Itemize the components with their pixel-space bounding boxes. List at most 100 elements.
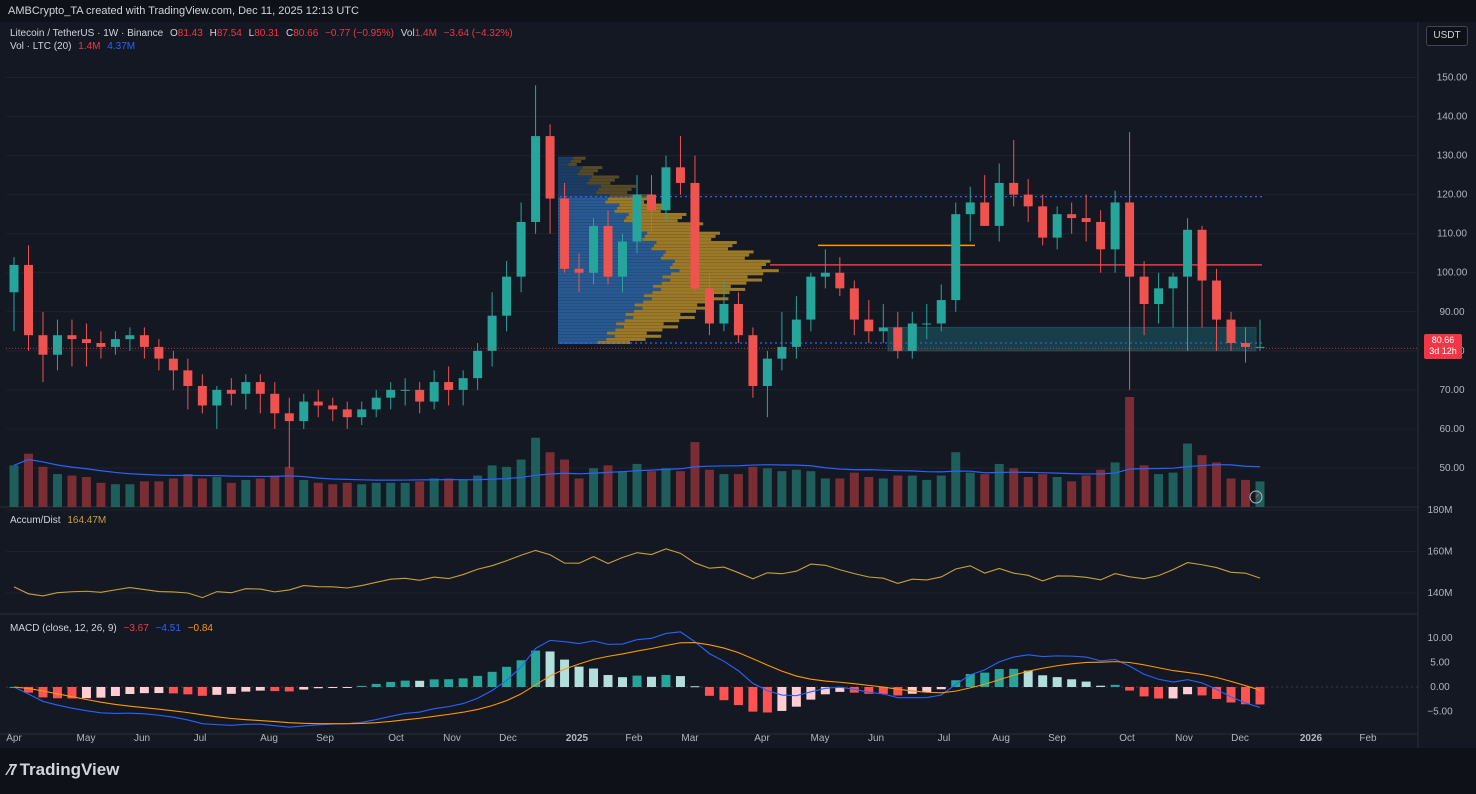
candle-body (849, 288, 859, 320)
time-tick-label: Jul (194, 733, 207, 744)
candle-body (1096, 221, 1106, 250)
candle-body (38, 335, 48, 355)
candle-body (1125, 202, 1135, 277)
candle-body (1226, 319, 1236, 344)
time-tick-label: Dec (499, 733, 517, 744)
profile-bar-buy (558, 197, 608, 201)
profile-bar-buy (558, 206, 617, 210)
profile-bar-sell (662, 275, 748, 279)
candle-body (342, 409, 352, 418)
profile-bar-buy (558, 281, 662, 285)
profile-bar-buy (558, 191, 597, 195)
candle-body (400, 389, 410, 391)
candle-body (67, 335, 77, 340)
macd-hist-bar (1067, 679, 1077, 687)
candle-body (444, 382, 454, 390)
volume-bar (907, 475, 917, 507)
candle-body (675, 167, 685, 183)
volume-bar (226, 482, 236, 507)
macd-hist-bar (386, 681, 396, 687)
volume-bar (255, 478, 265, 507)
profile-bar-sell (672, 262, 766, 266)
candle-body (719, 303, 729, 324)
profile-bar-buy (558, 159, 571, 163)
time-tick-label: Feb (1359, 733, 1377, 744)
macd-hist-bar (197, 687, 207, 696)
candle-body (1241, 343, 1251, 347)
candle-body (1023, 194, 1033, 207)
price-tick-label: 90.00 (1439, 307, 1464, 318)
macd-hist-bar (255, 687, 265, 691)
close-label: C (286, 28, 294, 39)
time-tick-label: Oct (388, 733, 404, 744)
candle-body (284, 413, 294, 422)
candles (9, 85, 1265, 468)
macd-hist-bar (1212, 687, 1222, 699)
profile-bar-sell (660, 256, 745, 260)
volume-bar (386, 482, 396, 507)
bar-countdown: 3d 12h (1429, 346, 1457, 356)
close-value: 80.66 (293, 28, 319, 39)
macd-hist-bar (444, 679, 454, 687)
macd-hist-bar (1009, 668, 1019, 687)
volume-bar (1096, 469, 1106, 507)
accum-label: Accum/Dist (10, 515, 61, 526)
candle-body (1081, 218, 1091, 222)
candle-body (429, 382, 439, 402)
profile-bar-sell (625, 312, 681, 316)
profile-bar-sell (624, 325, 678, 329)
tradingview-logo[interactable]: ⁄7 TradingView (8, 760, 119, 780)
chart-canvas[interactable]: 150.00 140.00 130.00 120.00 110.00 100.00 90.0… (0, 0, 1476, 748)
profile-bar-buy (558, 328, 616, 332)
macd-tick-label: 0.00 (1430, 682, 1450, 693)
volume-bar (81, 477, 91, 507)
macd-hist-bar (1096, 685, 1106, 687)
macd-hist-bar (1081, 681, 1091, 687)
price-tick-label: 60.00 (1439, 424, 1464, 435)
profile-bar-sell (634, 303, 698, 307)
macd-tick-label: 5.00 (1430, 658, 1450, 669)
macd-hist-bar (1125, 687, 1135, 691)
profile-bar-sell (577, 172, 594, 176)
macd-label: MACD (close, 12, 26, 9) (10, 623, 117, 634)
profile-bar-sell (628, 212, 687, 216)
macd-hist-bar (762, 687, 772, 713)
accum-tick-label: 180M (1427, 505, 1452, 516)
macd-hist-bar (1139, 687, 1149, 697)
macd-hist-bar (690, 686, 700, 688)
volume-bar (1009, 468, 1019, 507)
candle-body (690, 182, 700, 289)
macd-hist-bar (1110, 684, 1120, 687)
price-tick-label: 140.00 (1437, 112, 1468, 123)
time-tick-label: 2026 (1300, 733, 1323, 744)
price-tick-label: 110.00 (1437, 229, 1467, 240)
candle-body (791, 319, 801, 347)
profile-bar-sell (669, 266, 762, 270)
profile-bar-buy (558, 287, 661, 291)
profile-bar-buy (558, 275, 663, 279)
volume-bar (357, 484, 367, 507)
macd-hist-bar (560, 659, 570, 687)
macd-hist-bar (357, 685, 367, 687)
profile-bar-buy (558, 209, 615, 213)
volume-bar (965, 472, 975, 507)
time-tick-label: May (811, 733, 830, 744)
profile-bar-sell (663, 253, 750, 257)
currency-button[interactable]: USDT (1426, 26, 1468, 46)
volume-bar (791, 469, 801, 507)
volume-bar (545, 452, 555, 507)
macd-hist-bar (545, 651, 555, 687)
volume-bar (400, 482, 410, 507)
price-tick-label: 70.00 (1439, 385, 1464, 396)
volume-bar (212, 477, 222, 507)
volume-bar (646, 471, 656, 507)
candle-body (96, 343, 106, 347)
candle-body (371, 397, 381, 410)
profile-bar-sell (670, 272, 764, 276)
profile-bar-buy (558, 187, 599, 191)
macd-hist-bar (342, 687, 352, 688)
profile-bar-buy (558, 337, 607, 341)
volume-bar (1125, 397, 1135, 507)
volume-bar (1226, 478, 1236, 507)
profile-bar-sell (568, 162, 577, 166)
